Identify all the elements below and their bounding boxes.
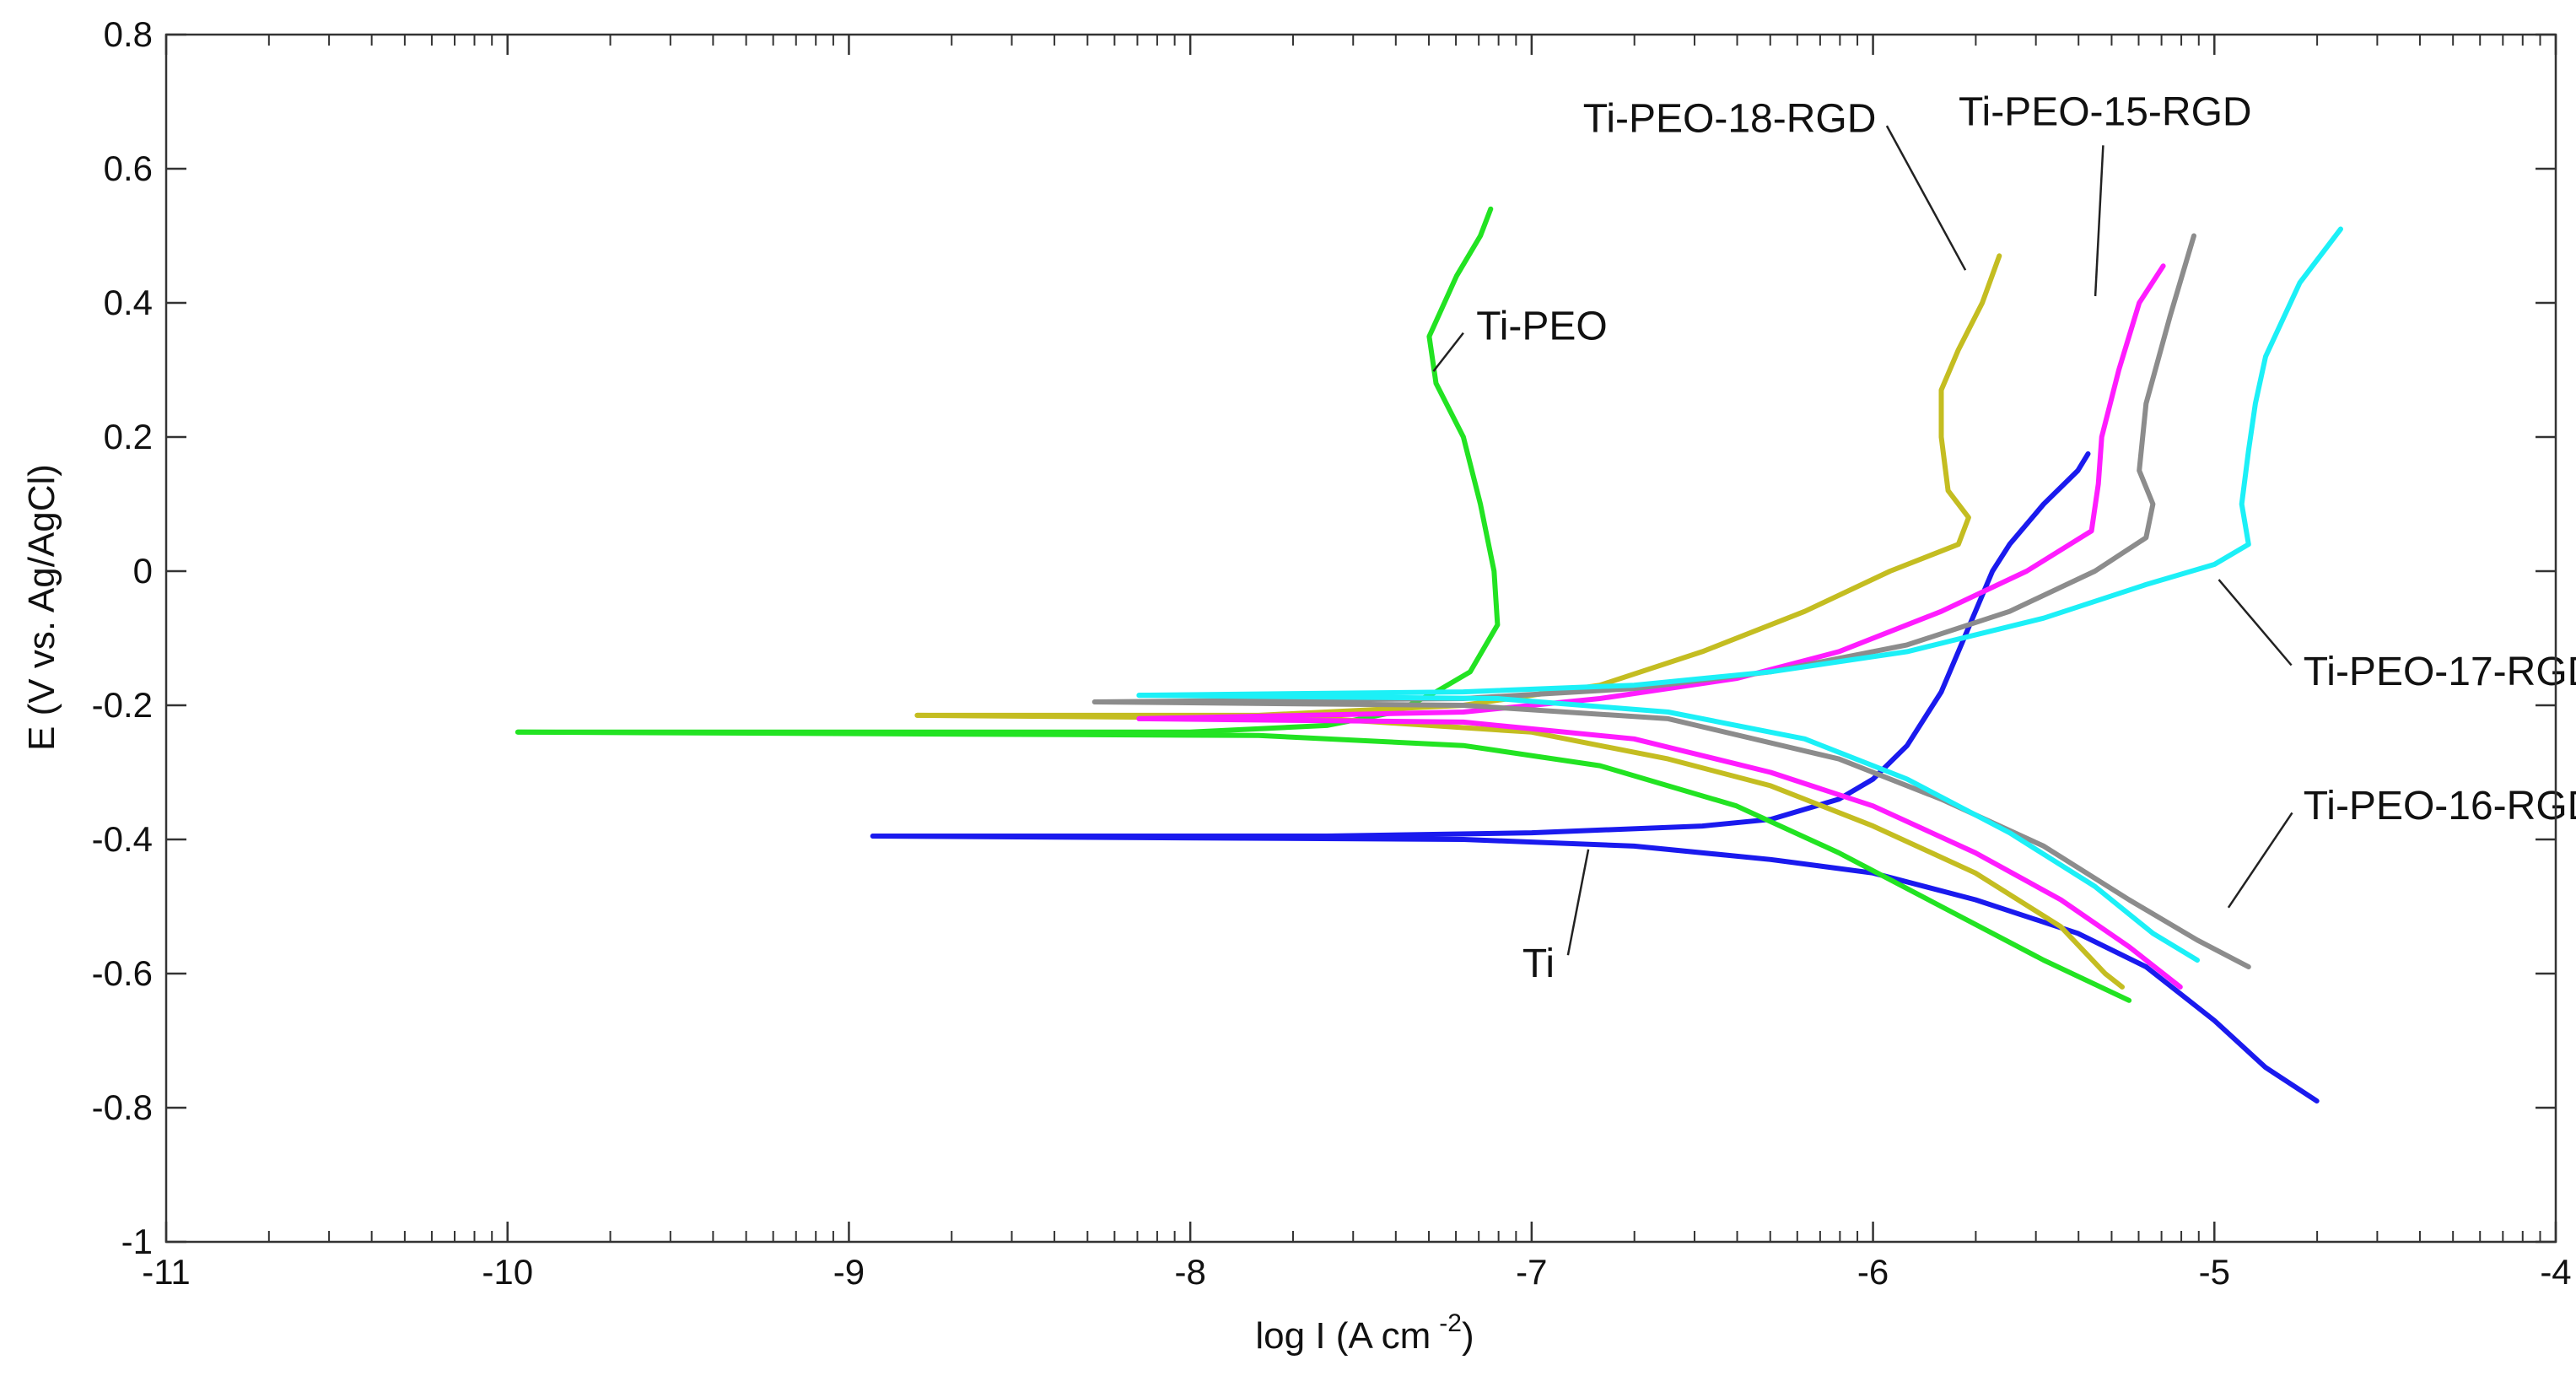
x-axis-title-sup: -2 [1439,1309,1462,1337]
y-tick-label: -0.2 [92,685,153,725]
label-ti-peo-15-rgd: Ti-PEO-15-RGD [1959,89,2252,134]
series-ti-peo-17-rgd-cathodic-line [1136,693,2200,963]
series-ti-cathodic-line [870,834,2320,1103]
pointer-ti-peo [1432,332,1464,372]
pointer-ti-peo-18-rgd [1885,125,1967,271]
series-ti-peo-18-rgd-cathodic-line [914,712,2125,990]
axes-layer: -11 -10 -9 -8 -7 -6 -5 -4 0.8 0.6 0.4 0.2 0 -0.2 -0.4 -… [92,14,2572,1292]
y-tick-label: -0.4 [92,819,153,859]
annotation-labels: Ti-PEO Ti-PEO-18-RGD Ti-PEO-15-RGD Ti-PEO-1… [1476,89,2576,986]
label-ti: Ti [1522,942,1555,986]
annotation-pointers [1432,125,2293,956]
label-ti-peo-18-rgd: Ti-PEO-18-RGD [1583,96,1877,141]
x-axis-title-close: ) [1462,1315,1474,1357]
pointer-ti [1566,849,1590,956]
y-tick-label: -0.8 [92,1087,153,1127]
label-ti-peo-17-rgd: Ti-PEO-17-RGD [2304,650,2576,694]
y-tick-label: 0.4 [104,283,153,322]
pointer-ti-peo-15-rgd [2094,145,2104,297]
y-axis-title: E (V vs. Ag/AgCl) [21,464,62,751]
x-tick-label: -11 [142,1252,191,1292]
y-tick-label: -1 [121,1222,153,1261]
x-tick-label: -8 [1174,1252,1205,1292]
plot-frame [164,33,2557,1244]
x-tick-label: -7 [1516,1252,1547,1292]
y-tick-label: 0.6 [104,148,153,188]
x-tick-label: -9 [833,1252,865,1292]
pointer-ti-peo-16-rgd [2227,812,2293,909]
series-ti-peo-cathodic-line [515,729,2132,1003]
series-ti-peo-17-rgd-anodic-line [1136,226,2343,699]
pointer-ti-peo-17-rgd [2218,579,2293,666]
series-layer [515,206,2343,1103]
y-tick-label: -0.6 [92,953,153,993]
series-ti-peo-15-rgd-cathodic-line [1136,715,2183,990]
series-ti-peo-16-rgd-anodic-line [1091,233,2196,704]
x-axis-title-main: log I (A cm [1255,1315,1431,1357]
label-ti-peo-16-rgd: Ti-PEO-16-RGD [2304,784,2576,828]
y-tick-label: 0.8 [104,14,153,54]
y-tick-label: 0 [133,551,153,591]
label-ti-peo: Ti-PEO [1476,305,1608,349]
x-tick-label: -4 [2540,1252,2571,1292]
x-tick-label: -5 [2199,1252,2230,1292]
x-tick-label: -6 [1857,1252,1889,1292]
series-ti-peo-15-rgd-anodic-line [1136,263,2166,721]
x-tick-label: -10 [482,1252,533,1292]
series-ti-anodic-line [870,451,2091,839]
y-tick-label: 0.2 [104,417,153,456]
x-axis-title: log I (A cm -2) [1255,1309,1474,1357]
